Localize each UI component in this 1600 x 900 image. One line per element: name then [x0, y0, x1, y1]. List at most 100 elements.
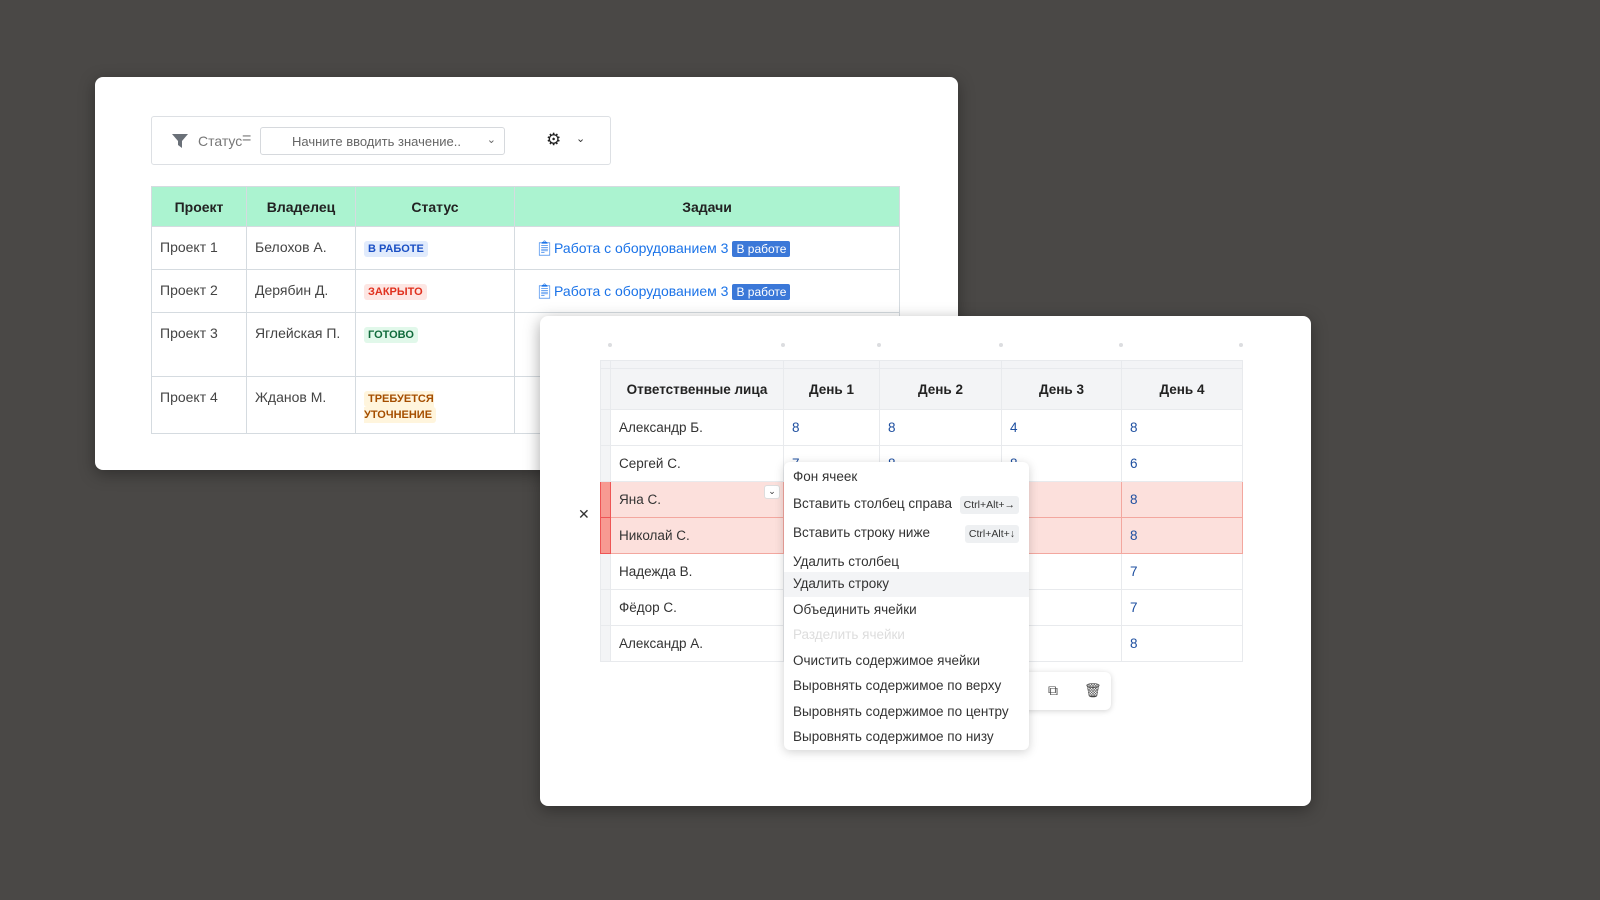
column-header: День 3 — [1001, 368, 1122, 410]
table-header-row: Проект Владелец Статус Задачи — [151, 186, 900, 227]
status-cell[interactable]: ЗАКРЫТО — [355, 269, 515, 313]
shortcut-hint: Ctrl+Alt+→ — [959, 496, 1019, 514]
clipboard-check-icon: 📋︎ — [535, 240, 555, 257]
status-badge: ЗАКРЫТО — [364, 284, 427, 300]
status-cell[interactable]: В РАБОТЕ — [355, 226, 515, 270]
name-cell[interactable]: Сергей С. — [610, 445, 784, 482]
menu-item-label: Объединить ячейки — [793, 602, 917, 617]
hours-cell[interactable]: 8 — [783, 409, 880, 446]
project-cell[interactable]: Проект 4 — [151, 376, 247, 434]
table-header-row: Ответственные лица День 1 День 2 День 3 … — [600, 368, 1243, 410]
gear-icon[interactable]: ⚙ — [546, 130, 562, 149]
cell-chevron-down-icon[interactable]: ⌄ — [764, 485, 780, 499]
menu-item[interactable]: Удалить столбец — [784, 550, 1029, 575]
funnel-icon — [172, 133, 188, 152]
filter-bar: Статус = Начните вводить значение.. ⌄ ⚙ ⌄ — [151, 116, 611, 165]
row-handle[interactable] — [600, 409, 611, 446]
name-cell[interactable]: Фёдор С. — [610, 589, 784, 626]
menu-item[interactable]: Объединить ячейки — [784, 598, 1029, 623]
row-handle[interactable] — [600, 625, 611, 662]
column-header: Проект — [151, 186, 247, 227]
filter-field-label: Статус — [198, 133, 243, 149]
chevron-down-icon[interactable]: ⌄ — [486, 134, 496, 146]
column-header: Статус — [355, 186, 515, 227]
hours-cell[interactable]: 8 — [1121, 625, 1243, 662]
name-cell[interactable]: Александр Б. — [610, 409, 784, 446]
task-status-badge: В работе — [732, 284, 791, 300]
menu-item[interactable]: Вставить столбец справа Ctrl+Alt+→ — [784, 492, 1029, 517]
menu-item[interactable]: Очистить содержимое ячейки — [784, 649, 1029, 674]
column-header: День 2 — [879, 368, 1002, 410]
menu-item-label: Выровнять содержимое по центру — [793, 704, 1009, 719]
table-row[interactable]: Проект 1 Белохов А. В РАБОТЕ 📋︎Работа с … — [151, 226, 900, 270]
menu-item-label: Выровнять содержимое по верху — [793, 678, 1002, 693]
name-cell[interactable]: Яна С. — [610, 481, 784, 518]
copy-icon[interactable]: ⧉ — [1048, 682, 1058, 698]
task-link[interactable]: Работа с оборудованием 3 — [554, 283, 729, 299]
menu-item[interactable]: Выровнять содержимое по верху — [784, 674, 1029, 699]
name-cell[interactable]: Александр А. — [610, 625, 784, 662]
menu-item-label: Очистить содержимое ячейки — [793, 653, 980, 668]
filter-operator[interactable]: = — [242, 130, 252, 147]
close-icon[interactable]: ✕ — [578, 506, 590, 522]
row-handle[interactable] — [600, 589, 611, 626]
menu-item-label: Вставить столбец справа — [793, 496, 953, 511]
table-row[interactable]: Проект 2 Дерябин Д. ЗАКРЫТО 📋︎Работа с о… — [151, 269, 900, 313]
hours-cell[interactable]: 8 — [1121, 409, 1243, 446]
status-cell[interactable]: ТРЕБУЕТСЯ УТОЧНЕНИЕ — [355, 376, 515, 434]
status-badge: ГОТОВО — [364, 327, 418, 343]
menu-item-label: Разделить ячейки — [793, 627, 905, 642]
menu-item[interactable]: Фон ячеек — [784, 465, 1029, 490]
owner-cell[interactable]: Дерябин Д. — [246, 269, 356, 313]
row-handle[interactable] — [600, 445, 611, 482]
menu-item-label: Удалить строку — [793, 576, 890, 591]
column-header: Ответственные лица — [610, 368, 784, 410]
name-cell[interactable]: Николай С. — [610, 517, 784, 554]
hours-cell[interactable]: 8 — [1121, 481, 1243, 518]
row-handle[interactable] — [600, 553, 611, 590]
shortcut-hint: Ctrl+Alt+↓ — [964, 525, 1019, 543]
menu-item[interactable]: Выровнять содержимое по низу — [784, 725, 1029, 750]
trash-icon[interactable]: 🗑 — [1084, 682, 1102, 698]
hours-cell[interactable]: 7 — [1121, 553, 1243, 590]
hours-cell[interactable]: 8 — [879, 409, 1002, 446]
column-header: Задачи — [514, 186, 900, 227]
table-row[interactable]: Александр Б. 8 8 4 8 — [600, 409, 1243, 446]
hours-cell[interactable]: 8 — [1121, 517, 1243, 554]
menu-item[interactable]: Выровнять содержимое по центру — [784, 700, 1029, 725]
filter-placeholder: Начните вводить значение.. — [292, 134, 461, 149]
hours-cell[interactable]: 7 — [1121, 589, 1243, 626]
hours-cell[interactable]: 4 — [1001, 409, 1122, 446]
project-cell[interactable]: Проект 3 — [151, 312, 247, 377]
menu-item-label: Выровнять содержимое по низу — [793, 729, 994, 744]
menu-item[interactable]: Удалить строку — [784, 572, 1029, 597]
owner-cell[interactable]: Жданов М. — [246, 376, 356, 434]
row-handle[interactable] — [600, 481, 611, 518]
menu-item-label: Вставить строку ниже — [793, 525, 931, 540]
context-menu: Фон ячеек Вставить столбец справа Ctrl+Alt… — [784, 462, 1029, 750]
clipboard-check-icon: 📋︎ — [535, 283, 555, 300]
status-cell[interactable]: ГОТОВО — [355, 312, 515, 377]
status-badge: В РАБОТЕ — [364, 241, 428, 257]
column-header: Владелец — [246, 186, 356, 227]
menu-item: Разделить ячейки — [784, 623, 1029, 648]
hours-cell[interactable]: 6 — [1121, 445, 1243, 482]
owner-cell[interactable]: Белохов А. — [246, 226, 356, 270]
column-handle-row[interactable] — [600, 360, 1243, 369]
menu-item[interactable]: Вставить строку ниже Ctrl+Alt+↓ — [784, 521, 1029, 546]
column-header: День 4 — [1121, 368, 1243, 410]
menu-item-label: Удалить столбец — [793, 554, 899, 569]
chevron-down-icon[interactable]: ⌄ — [576, 133, 586, 145]
owner-cell[interactable]: Яглейская П. — [246, 312, 356, 377]
filter-value-input[interactable]: Начните вводить значение.. ⌄ — [260, 127, 505, 155]
name-cell[interactable]: Надежда В. — [610, 553, 784, 590]
row-handle[interactable] — [600, 368, 611, 410]
task-link[interactable]: Работа с оборудованием 3 — [554, 240, 729, 256]
status-badge: ТРЕБУЕТСЯ УТОЧНЕНИЕ — [364, 391, 437, 423]
row-handle[interactable] — [600, 517, 611, 554]
project-cell[interactable]: Проект 1 — [151, 226, 247, 270]
column-header: День 1 — [783, 368, 880, 410]
project-cell[interactable]: Проект 2 — [151, 269, 247, 313]
